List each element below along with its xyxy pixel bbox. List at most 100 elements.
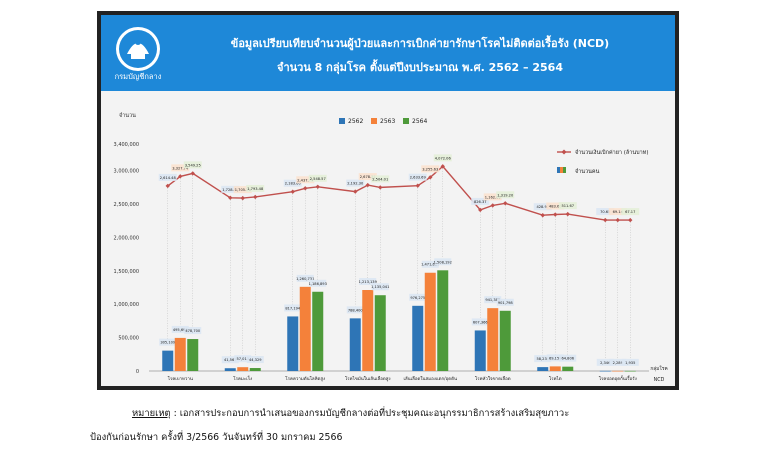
bar-value-label: 41,567: [224, 358, 237, 362]
cost-label-box: [233, 186, 252, 194]
footnote-label: หมายเหตุ: [132, 408, 171, 419]
chart-panel: กรมบัญชีกลาง ข้อมูลเปรียบเทียบจำนวนผู้ป่…: [101, 15, 675, 386]
cost-point: [190, 171, 195, 176]
bar-2562: [412, 305, 424, 371]
bar-2562: [162, 350, 174, 371]
cost-point: [553, 212, 558, 217]
bar-value-label: 64,806: [561, 357, 574, 361]
bar-2563: [424, 272, 436, 371]
bar-label-box: [409, 293, 427, 301]
cost-point: [428, 175, 433, 180]
cost-value-label: 428.97: [536, 205, 549, 209]
bar-value-label: 901,798: [498, 301, 514, 305]
cost-value-label: 483.60: [549, 205, 562, 209]
bar-label-box: [546, 354, 564, 362]
bar-2562: [224, 368, 236, 371]
cost-point: [353, 189, 358, 194]
bar-label-box: [534, 355, 552, 363]
bar-2564: [249, 368, 261, 371]
bar-label-box: [434, 258, 452, 266]
y-tick-label: 0: [136, 369, 139, 375]
cost-point: [240, 195, 245, 201]
cost-value-label: 2,437.70: [297, 178, 314, 182]
logo-text: กรมบัญชีกลาง: [115, 72, 162, 81]
bar-label-box: [346, 306, 364, 314]
bar-value-label: 1,935: [625, 361, 635, 365]
x-category-label: โรคความดันโลหิตสูง: [285, 375, 325, 382]
chart-title-line2: จำนวน 8 กลุ่มโรค ตั้งแต่ปีงบประมาณ พ.ศ. …: [277, 61, 563, 74]
x-category-label: โรคเบาหวาน: [168, 375, 193, 382]
cost-value-label: 826.37: [474, 200, 487, 204]
cost-point: [628, 217, 633, 223]
bar-value-label: 1,135,041: [371, 285, 389, 289]
cost-point: [303, 186, 308, 191]
x-axis-label-line1: กลุ่มโรค: [650, 365, 667, 372]
cost-label-box: [596, 208, 615, 216]
bar-label-box: [159, 338, 177, 346]
cost-point: [490, 203, 495, 208]
cost-label-box: [221, 185, 240, 193]
x-category-label: โรคไต: [549, 375, 562, 382]
bar-value-label: 788,400: [348, 308, 364, 312]
bar-label-box: [609, 358, 627, 366]
cost-label-box: [171, 164, 190, 172]
bar-label-box: [296, 274, 314, 282]
cost-point: [478, 207, 483, 213]
y-tick-label: 3,400,000: [114, 142, 139, 148]
legend-bars-swatch: [563, 167, 566, 173]
cost-point: [615, 217, 620, 223]
cost-label-box: [358, 173, 377, 181]
cost-point: [228, 195, 233, 201]
bar-value-label: 817,194: [285, 306, 301, 310]
bar-2563: [362, 290, 374, 371]
bar-value-label: 69,158: [549, 356, 562, 360]
cost-point: [603, 217, 608, 223]
cost-label-box: [483, 193, 502, 201]
bar-2563: [237, 367, 249, 371]
cost-label-box: [421, 165, 440, 173]
cost-label-box: [608, 208, 627, 216]
bar-value-label: 305,109: [160, 341, 176, 345]
x-category-label: โรคปอดอุดกั้นเรื้อรัง: [599, 375, 637, 382]
bar-label-box: [171, 325, 189, 333]
bar-value-label: 2,289: [613, 361, 624, 365]
bar-label-box: [621, 358, 639, 366]
cost-value-label: 3,327.74: [172, 166, 189, 170]
legend-label-2563: 2563: [380, 118, 395, 125]
x-category-label: โรคมะเร็ง: [233, 374, 252, 382]
cost-value-label: 1,162.09: [485, 195, 502, 199]
bar-value-label: 495,698: [173, 328, 189, 332]
bar-label-box: [234, 355, 252, 363]
bar-2562: [287, 316, 299, 371]
legend-bars-swatch: [557, 167, 560, 173]
bar-value-label: 1,471,617: [421, 263, 439, 267]
bar-2562: [474, 330, 486, 371]
bar-value-label: 607,366: [473, 320, 489, 324]
bar-2562: [349, 318, 361, 371]
chart-title-line1: ข้อมูลเปรียบเทียบจำนวนผู้ป่วยและการเบิกค…: [230, 37, 610, 50]
bar-2564: [312, 291, 324, 371]
cost-value-label: 2,633.69: [410, 176, 427, 180]
y-tick-label: 3,000,000: [114, 169, 139, 175]
cost-point: [178, 174, 183, 179]
cost-point: [253, 194, 258, 200]
cost-label-box: [346, 179, 365, 187]
bar-value-label: 976,275: [410, 296, 425, 300]
legend-bars-label: จำนวนคน: [575, 168, 600, 175]
cost-label-box: [621, 208, 640, 216]
cost-point: [378, 185, 383, 190]
bar-2563: [487, 308, 499, 371]
cost-value-label: 1,319.20: [497, 193, 514, 197]
cost-label-box: [371, 175, 390, 183]
chart-frame: กรมบัญชีกลาง ข้อมูลเปรียบเทียบจำนวนผู้ป่…: [97, 11, 679, 390]
cost-label-box: [158, 173, 177, 181]
cost-point: [565, 211, 570, 217]
bar-value-label: 1,260,731: [296, 277, 314, 281]
cost-label-box: [471, 197, 490, 205]
cost-point: [290, 189, 295, 194]
bar-label-box: [309, 279, 327, 287]
bar-value-label: 2,346: [600, 361, 611, 365]
cost-value-label: 3,255.63: [422, 167, 438, 171]
bar-label-box: [471, 318, 489, 326]
x-category-label: เส้นเลือดในสมองแตก/อุดตัน: [403, 375, 457, 382]
